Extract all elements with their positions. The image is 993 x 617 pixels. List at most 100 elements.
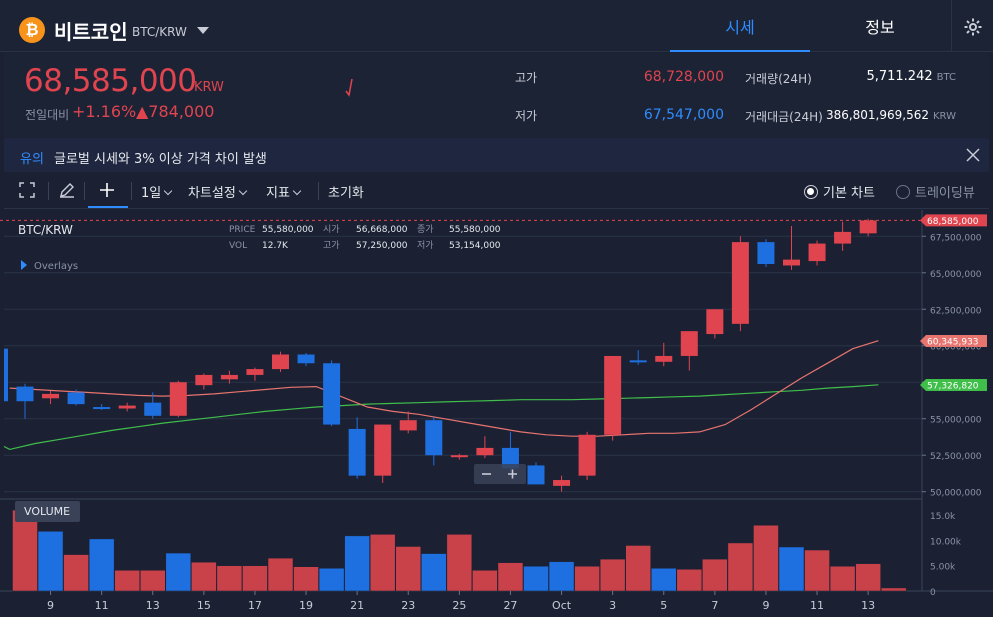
pencil-draw-icon[interactable]	[58, 181, 76, 199]
zoom-control-bg	[474, 464, 526, 484]
tab-quote[interactable]: 시세	[670, 0, 810, 52]
candle-body	[323, 363, 341, 425]
chart-settings-select[interactable]: 차트설정	[188, 182, 248, 201]
legend-price-label: PRICE	[229, 225, 256, 235]
volume-bar	[293, 566, 319, 592]
price-chart[interactable]: 50,000,00052,500,00055,000,00057,500,000…	[0, 210, 993, 617]
y-tick-label: 62,500,000	[930, 306, 982, 316]
volume-bar	[574, 565, 600, 592]
legend-low-label: 저가	[417, 240, 434, 251]
volume-tick-label: 10.00k	[930, 537, 962, 547]
volume-bar	[829, 565, 856, 592]
radio-unchecked-icon	[896, 185, 910, 199]
candle-body	[169, 382, 187, 416]
coin-name: 비트코인	[54, 20, 128, 44]
candle-body	[42, 393, 60, 399]
view-basic-radio[interactable]: 기본 차트	[804, 182, 875, 201]
x-tick-label: 5	[660, 599, 667, 612]
view-tradingview-radio[interactable]: 트레이딩뷰	[896, 182, 975, 201]
notice-text: 글로벌 시세와 3% 이상 가격 차이 발생	[54, 152, 267, 167]
x-tick-label: 21	[350, 599, 364, 612]
tab-info[interactable]: 정보	[865, 18, 895, 37]
indicators-select[interactable]: 지표	[266, 182, 302, 201]
candle-body	[272, 354, 289, 370]
low-value: 67,547,000	[643, 107, 724, 123]
legend-close-label: 종가	[417, 224, 434, 235]
candle-body	[297, 354, 315, 364]
candle-body	[501, 447, 519, 469]
y-tick-label: 55,000,000	[930, 416, 982, 426]
candle-body	[220, 374, 238, 380]
volume-bar	[12, 509, 38, 592]
volume-bar	[37, 531, 64, 592]
change-amount: ▲784,000	[136, 102, 215, 121]
interval-select[interactable]: 1일	[141, 182, 173, 201]
high-value: 68,728,000	[643, 69, 724, 85]
settings-button[interactable]	[951, 0, 993, 52]
fullscreen-icon[interactable]	[18, 181, 36, 199]
y-tick-label: 65,000,000	[930, 270, 982, 280]
chart-toolbar: 1일 차트설정 지표 초기화 기본 차트 트레이딩뷰	[4, 172, 989, 209]
candle-body	[195, 374, 213, 386]
candlestick-chart-svg[interactable]: 50,000,00052,500,00055,000,00057,500,000…	[0, 210, 993, 617]
volume-bar	[548, 561, 575, 592]
overlays-caret-icon[interactable]	[21, 260, 27, 270]
legend-high-label: 고가	[323, 240, 340, 251]
mini-sparkline	[345, 78, 353, 97]
chevron-down-icon	[292, 186, 302, 196]
candle-body	[118, 405, 136, 409]
change-label: 전일대비	[25, 108, 70, 122]
x-tick-label: 17	[248, 599, 262, 612]
close-icon[interactable]	[965, 147, 981, 163]
volume-bar	[140, 570, 166, 592]
y-tick-label: 50,000,000	[930, 489, 982, 499]
legend-price: 55,580,000	[262, 225, 314, 235]
volume-bar	[523, 565, 549, 592]
candle-body	[476, 447, 494, 456]
volume-bar	[369, 534, 396, 592]
x-tick-label: 11	[95, 599, 109, 612]
volume-bar	[216, 565, 243, 592]
candle-body	[859, 220, 877, 234]
crosshair-icon[interactable]	[98, 181, 116, 199]
volume-bar	[421, 553, 447, 592]
legend-open: 56,668,000	[356, 225, 408, 235]
candle-body	[783, 259, 800, 266]
legend-low: 53,154,000	[449, 241, 501, 251]
x-tick-label: 3	[609, 599, 616, 612]
candle-body	[399, 420, 417, 431]
candle-body	[553, 480, 571, 486]
ma-long-label: 57,326,820	[927, 382, 979, 392]
amount-label: 거래대금(24H)	[745, 110, 823, 124]
partial-candle	[4, 348, 8, 402]
overlays-toggle[interactable]: Overlays	[34, 261, 78, 272]
crosshair-active-indicator	[88, 206, 128, 208]
candle-body	[578, 434, 596, 476]
y-tick-label: 60,000,000	[930, 343, 982, 353]
legend-vol-label: VOL	[229, 241, 247, 251]
zoom-control[interactable]	[474, 464, 526, 484]
legend-high: 57,250,000	[356, 241, 408, 251]
top-header: ₿ 비트코인 BTC/KRW 시세 정보	[0, 0, 993, 52]
x-tick-label: 9	[762, 599, 769, 612]
reset-button[interactable]: 초기화	[328, 186, 364, 201]
zoom-in-icon[interactable]	[508, 469, 517, 479]
amount-value: 386,801,969,562 KRW	[825, 108, 956, 122]
chevron-down-icon	[238, 186, 248, 196]
x-tick-label: 25	[452, 599, 466, 612]
chart-symbol: BTC/KRW	[18, 223, 73, 237]
candle-body	[425, 420, 443, 456]
coin-select-caret-icon[interactable]	[197, 27, 209, 34]
candle-body	[450, 455, 468, 458]
x-tick-label: 19	[299, 599, 313, 612]
y-tick-label: 52,500,000	[930, 452, 982, 462]
volume-bar	[267, 557, 294, 592]
volume-tick-label: 0	[930, 588, 936, 598]
candle-body	[706, 309, 724, 335]
candle-body	[655, 355, 673, 362]
volume-bar	[804, 549, 830, 592]
candle-body	[93, 407, 111, 410]
toolbar-divider	[318, 182, 319, 200]
candle-body	[67, 392, 85, 405]
candle-body	[374, 424, 392, 476]
